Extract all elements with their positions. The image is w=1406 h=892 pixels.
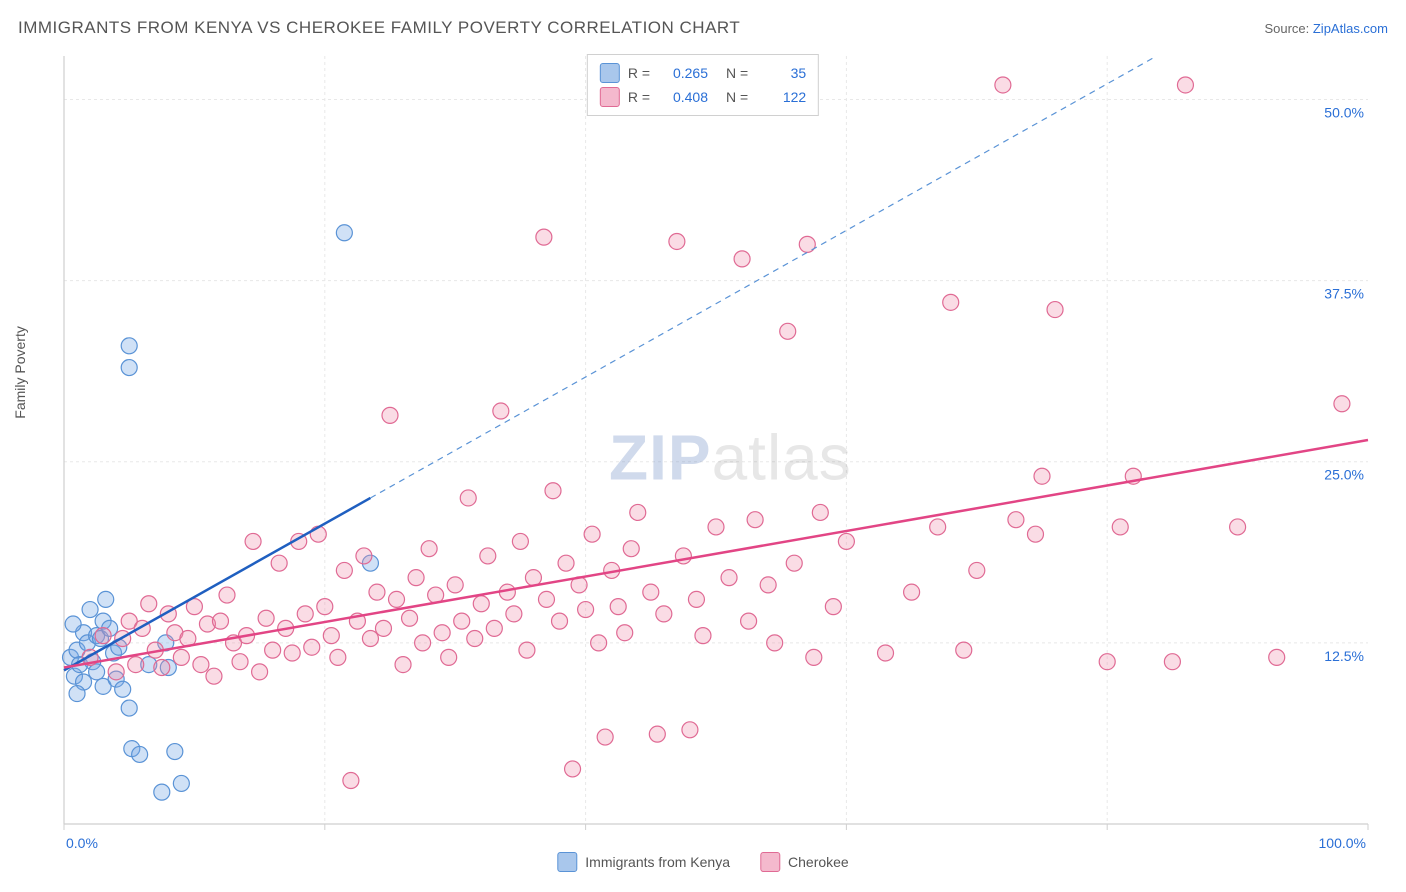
source-prefix: Source: — [1264, 21, 1312, 36]
svg-text:12.5%: 12.5% — [1324, 648, 1364, 664]
legend-label-cherokee: Cherokee — [788, 854, 849, 870]
chart-source: Source: ZipAtlas.com — [1264, 21, 1388, 36]
legend-r-cherokee: 0.408 — [658, 89, 708, 105]
svg-text:0.0%: 0.0% — [66, 835, 98, 851]
legend-n-label: N = — [726, 65, 748, 81]
svg-text:25.0%: 25.0% — [1324, 467, 1364, 483]
legend-n-kenya: 35 — [756, 65, 806, 81]
legend-stats-box: R = 0.265 N = 35 R = 0.408 N = 122 — [587, 54, 819, 116]
legend-r-label: R = — [628, 89, 650, 105]
svg-text:50.0%: 50.0% — [1324, 104, 1364, 120]
legend-item-kenya: Immigrants from Kenya — [557, 852, 730, 872]
chart-container: Family Poverty ZIPatlas 12.5%25.0%37.5%5… — [18, 48, 1388, 882]
legend-swatch-kenya — [557, 852, 577, 872]
legend-item-cherokee: Cherokee — [760, 852, 849, 872]
chart-title: IMMIGRANTS FROM KENYA VS CHEROKEE FAMILY… — [18, 18, 740, 38]
legend-stats-row-kenya: R = 0.265 N = 35 — [600, 61, 806, 85]
legend-swatch-cherokee — [760, 852, 780, 872]
legend-swatch-kenya — [600, 63, 620, 83]
legend-swatch-cherokee — [600, 87, 620, 107]
legend-stats-row-cherokee: R = 0.408 N = 122 — [600, 85, 806, 109]
chart-header: IMMIGRANTS FROM KENYA VS CHEROKEE FAMILY… — [18, 18, 1388, 38]
scatter-chart: 12.5% 25.0% 37.5% 50.0% 0.0% 100.0% — [18, 48, 1388, 868]
legend-r-label: R = — [628, 65, 650, 81]
legend-n-label: N = — [726, 89, 748, 105]
svg-text:37.5%: 37.5% — [1324, 286, 1364, 302]
legend-label-kenya: Immigrants from Kenya — [585, 854, 730, 870]
legend-r-kenya: 0.265 — [658, 65, 708, 81]
source-link[interactable]: ZipAtlas.com — [1313, 21, 1388, 36]
svg-text:100.0%: 100.0% — [1319, 835, 1366, 851]
y-axis-label: Family Poverty — [12, 326, 28, 419]
legend-series: Immigrants from Kenya Cherokee — [557, 852, 848, 872]
legend-n-cherokee: 122 — [756, 89, 806, 105]
